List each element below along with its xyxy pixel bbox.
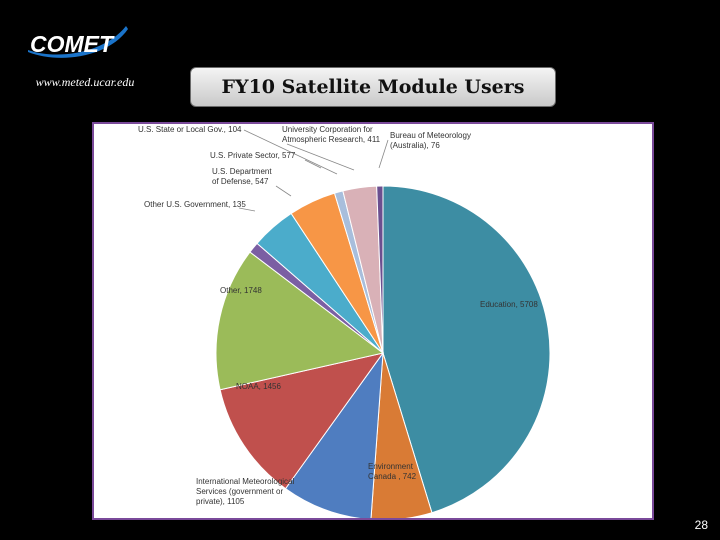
leader-line	[275, 185, 292, 197]
leader-line	[243, 129, 338, 175]
leader-line	[238, 207, 256, 212]
page-number: 28	[694, 518, 708, 532]
site-url[interactable]: www.meted.ucar.edu	[35, 75, 135, 89]
leader-line	[378, 139, 389, 169]
title-box: FY10 Satellite Module Users	[190, 67, 556, 107]
slice-label: U.S. Private Sector, 577	[210, 151, 296, 160]
pie-slice-noaa	[219, 352, 385, 490]
pie-slice-education	[382, 185, 551, 514]
pie-slice-bureau-of-meteorology-australia	[376, 185, 384, 354]
slice-label: Other U.S. Government, 135	[144, 200, 246, 209]
comet-logo: COMET	[22, 20, 134, 64]
pie-slice-other	[215, 251, 385, 391]
slice-label: Education, 5708	[480, 300, 538, 309]
slice-label: U.S. State or Local Gov., 104	[138, 125, 242, 134]
leader-line	[304, 159, 322, 169]
pie-slice-environment-canada	[370, 352, 433, 518]
pie-chart-svg: Education, 5708 Environment Canada , 742 In…	[138, 125, 551, 518]
slide-title: FY10 Satellite Module Users	[221, 76, 525, 98]
slice-label: Environment Canada , 742	[368, 462, 417, 481]
slice-label: Bureau of Meteorology (Australia), 76	[390, 131, 471, 150]
slice-label: International Meteorological Services (go…	[196, 477, 295, 506]
slice-label: U.S. Department of Defense, 547	[212, 167, 272, 186]
leader-line	[286, 143, 355, 171]
pie-chart: Education, 5708 Environment Canada , 742 In…	[92, 122, 654, 520]
logo-text: COMET	[30, 31, 115, 57]
pie-slice-international-meteorological-services-government-or-private	[284, 351, 384, 518]
slice-label: Other, 1748	[220, 286, 262, 295]
slice-label: NOAA, 1456	[236, 382, 281, 391]
slice-label: University Corporation for Atmospheric Re…	[282, 125, 381, 144]
